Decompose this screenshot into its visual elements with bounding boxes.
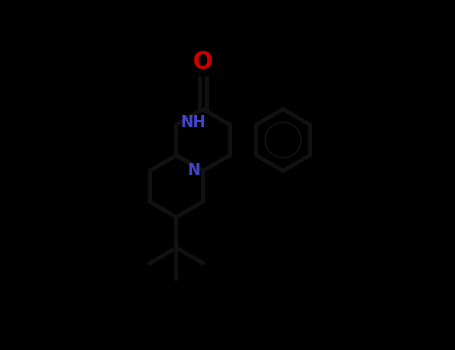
Text: NH: NH — [181, 116, 206, 130]
Text: O: O — [193, 50, 213, 74]
Text: N: N — [187, 163, 200, 178]
